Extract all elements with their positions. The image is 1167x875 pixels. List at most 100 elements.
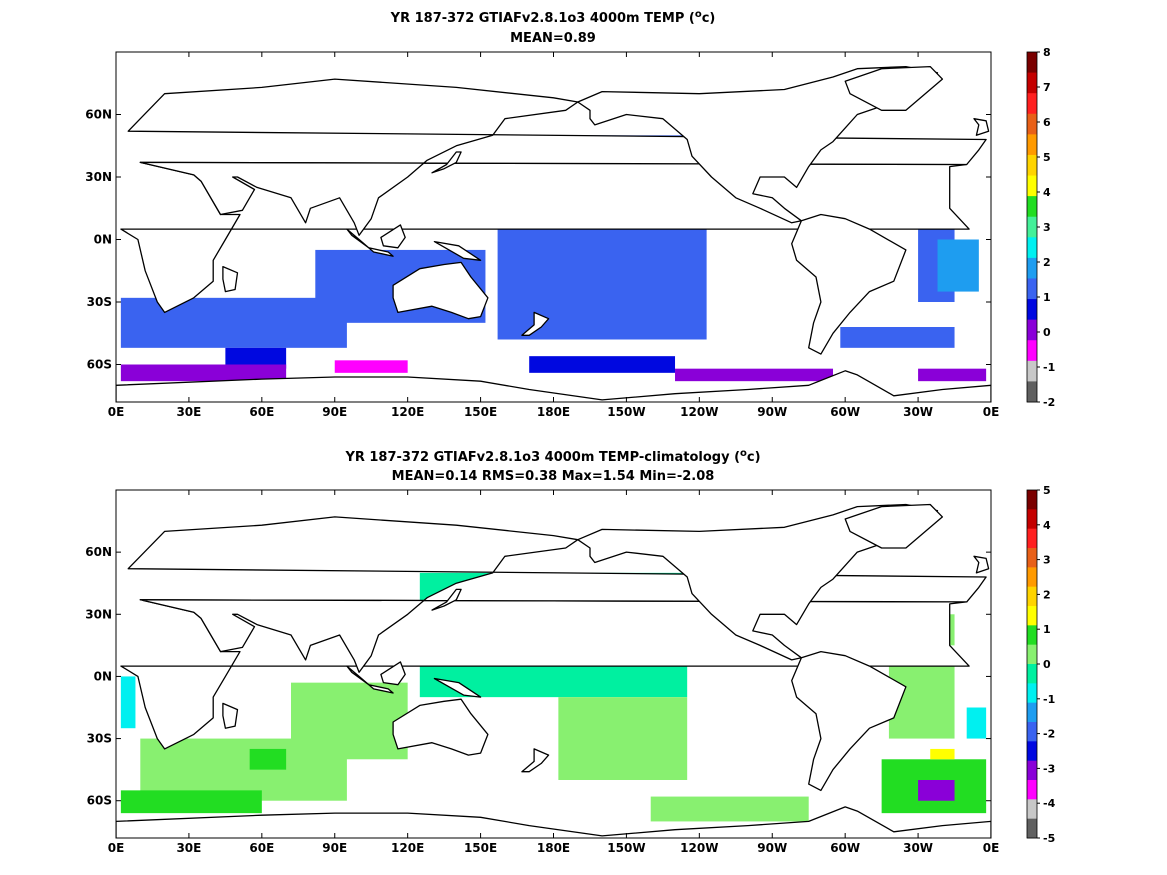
colorbar-swatch: [1027, 72, 1037, 94]
colorbar-swatch: [1027, 664, 1037, 684]
data-region: [120, 364, 287, 382]
colorbar-swatch: [1027, 528, 1037, 549]
title-degree: o: [740, 448, 747, 459]
x-tick-label: 90W: [757, 841, 787, 855]
x-tick-label: 0E: [108, 841, 125, 855]
data-region: [225, 347, 287, 369]
colorbar-swatch: [1027, 93, 1037, 115]
bottom-chart-title: YR 187-372 GTIAFv2.8.1o3 4000m TEMP-clim…: [344, 448, 760, 465]
data-region: [558, 697, 688, 780]
colorbar-swatch: [1027, 134, 1037, 156]
colorbar-label: -5: [1043, 832, 1055, 845]
y-tick-label: 60N: [85, 108, 112, 122]
x-tick-label: 60E: [249, 841, 274, 855]
coastline-europe-asia: [127, 516, 987, 673]
x-tick-label: 30E: [176, 841, 201, 855]
colorbar-swatch: [1027, 683, 1037, 704]
x-tick-label: 0E: [108, 405, 125, 419]
coastline-antarctica: [116, 806, 991, 838]
colorbar-swatch: [1027, 567, 1037, 588]
colorbar-swatch: [1027, 319, 1037, 341]
colorbar-swatch: [1027, 360, 1037, 382]
colorbar-swatch: [1027, 175, 1037, 197]
y-tick-label: 60S: [87, 358, 112, 372]
top-chart-title: YR 187-372 GTIAFv2.8.1o3 4000m TEMP (oc): [390, 9, 716, 26]
top-chart-subtitle: MEAN=0.89: [510, 31, 596, 46]
x-tick-label: 120E: [391, 841, 424, 855]
title-degree: o: [695, 9, 702, 20]
y-tick-label: 30N: [85, 607, 112, 621]
colorbar-swatch: [1027, 586, 1037, 607]
coastline-australia: [392, 261, 489, 320]
colorbar-swatch: [1027, 154, 1037, 177]
bottom-map-panel: 0E 30E 60E 90E 120E 150E 180E 150W 120W 90W 60W 30W…: [85, 448, 1056, 855]
colorbar-label: 0: [1043, 326, 1051, 339]
colorbar-label: 2: [1043, 256, 1051, 269]
data-region: [840, 327, 955, 348]
colorbar-swatch: [1027, 257, 1037, 279]
colorbar-label: -4: [1043, 797, 1056, 810]
coastline-greenland: [844, 65, 944, 111]
y-tick-label: 30N: [85, 170, 112, 184]
colorbar-swatch: [1027, 196, 1037, 218]
data-region: [120, 790, 262, 814]
data-region: [675, 368, 834, 382]
coastline-borneo: [380, 224, 406, 249]
x-tick-label: 180E: [537, 841, 570, 855]
coastline-sumatra-java: [346, 228, 394, 257]
colorbar-label: -3: [1043, 762, 1055, 775]
data-region: [334, 360, 408, 373]
data-region: [650, 796, 809, 822]
x-tick-label: 180E: [537, 405, 570, 419]
title-unit: c): [702, 11, 716, 26]
data-region: [120, 297, 347, 348]
colorbar-label: 3: [1043, 221, 1051, 234]
colorbar-swatch: [1027, 625, 1037, 646]
coastline-new-guinea: [433, 240, 482, 261]
y-tick-label: 30S: [87, 732, 112, 746]
coastline-new-guinea: [433, 677, 482, 698]
x-tick-label: 120W: [680, 405, 718, 419]
coastline-australia: [392, 698, 489, 756]
x-tick-label: 60E: [249, 405, 274, 419]
colorbar-swatch: [1027, 340, 1037, 362]
colorbar-label: 3: [1043, 554, 1051, 567]
colorbar-swatch: [1027, 606, 1037, 626]
colorbar-swatch: [1027, 818, 1037, 839]
data-region: [930, 748, 955, 760]
colorbar-swatch: [1027, 722, 1037, 742]
coastline-north-america: [577, 65, 939, 224]
colorbar-label: 1: [1043, 291, 1051, 304]
coastline-britain: [973, 118, 990, 136]
coastline-borneo: [380, 661, 406, 686]
colorbar-swatch: [1027, 381, 1037, 403]
y-tick-label: 60N: [85, 545, 112, 559]
coastline-madagascar: [222, 265, 239, 293]
data-region: [120, 676, 136, 729]
bottom-colorbar: 5 4 3 2 1 0 -1 -2 -3 -4 -5: [1026, 484, 1056, 845]
data-region: [966, 707, 987, 739]
colorbar-swatch: [1027, 644, 1037, 665]
colorbar-swatch: [1027, 799, 1037, 820]
colorbar-label: -1: [1043, 693, 1055, 706]
coastline-sumatra-java: [346, 665, 394, 694]
colorbar-label: 6: [1043, 116, 1051, 129]
data-region: [918, 780, 955, 801]
colorbar-label: -1: [1043, 361, 1055, 374]
coastline-new-zealand: [521, 311, 550, 336]
colorbar-label: 4: [1043, 519, 1051, 532]
data-region: [937, 239, 979, 292]
y-tick-label: 0N: [94, 669, 112, 683]
x-tick-label: 120E: [391, 405, 424, 419]
y-tick-label: 60S: [87, 794, 112, 808]
coastline-south-america: [791, 650, 907, 792]
coastline-greenland: [844, 503, 944, 549]
title-main: YR 187-372 GTIAFv2.8.1o3 4000m TEMP-clim…: [344, 450, 740, 465]
data-region: [249, 748, 287, 770]
x-tick-label: 30W: [903, 841, 933, 855]
colorbar-swatch: [1027, 52, 1037, 74]
colorbar-label: 8: [1043, 46, 1051, 59]
x-tick-label: 150E: [464, 841, 497, 855]
coastline-japan: [431, 151, 462, 174]
colorbar-label: 1: [1043, 623, 1051, 636]
